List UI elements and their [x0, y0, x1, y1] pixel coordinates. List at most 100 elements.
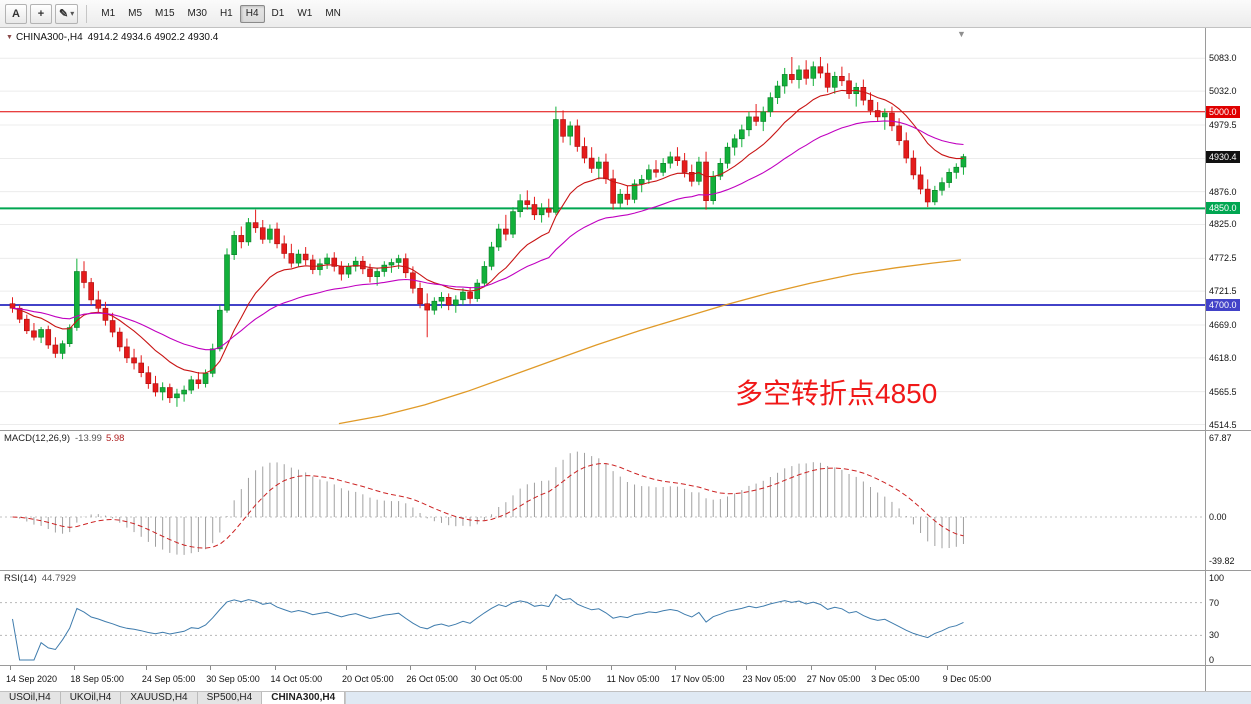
- candle: [846, 80, 852, 94]
- rsi-canvas[interactable]: [0, 571, 1205, 665]
- price-axis[interactable]: 5083.05032.04979.54927.54876.04825.04772…: [1205, 28, 1251, 430]
- candle: [810, 66, 817, 79]
- macd-signal-value: 5.98: [105, 433, 125, 444]
- candle: [95, 299, 102, 309]
- rsi-name: RSI(14): [4, 573, 37, 584]
- candle: [781, 74, 788, 87]
- price-line-badge-4850: 4850.0: [1206, 202, 1240, 215]
- candle: [495, 228, 502, 248]
- candle: [817, 66, 824, 74]
- candle: [867, 99, 874, 111]
- candle: [438, 296, 445, 302]
- candle: [9, 303, 16, 309]
- candle: [688, 172, 695, 182]
- time-tick: [810, 666, 812, 670]
- current-price-badge: 4930.4: [1206, 150, 1240, 163]
- candle: [924, 188, 931, 203]
- draw-tools-dropdown-button[interactable]: ✎ ▾: [55, 3, 79, 24]
- macd-canvas[interactable]: [0, 431, 1205, 570]
- timeframe-m1[interactable]: M1: [101, 8, 116, 19]
- candle: [131, 357, 137, 364]
- candle: [560, 119, 566, 137]
- candle: [331, 257, 338, 267]
- candle: [31, 330, 37, 338]
- chart-tab-usoil[interactable]: USOil,H4: [0, 692, 61, 704]
- chart-shift-marker[interactable]: ▼: [957, 29, 966, 39]
- time-axis-label: 30 Sep 05:00: [206, 674, 260, 684]
- time-tick: [74, 666, 76, 670]
- candle: [302, 253, 309, 261]
- crosshair-tool-button[interactable]: +: [30, 3, 52, 24]
- rsi-pane: RSI(14) 44.7929 100 70 30 0: [0, 570, 1251, 665]
- axis-label: 30: [1209, 630, 1220, 641]
- candle: [910, 157, 917, 176]
- candle: [124, 346, 130, 359]
- main-chart-pane: ▼ CHINA300-,H4 4914.2 4934.6 4902.2 4930.4…: [0, 28, 1251, 430]
- axis-label: 4669.0: [1209, 319, 1237, 330]
- axis-label: 4876.0: [1209, 186, 1237, 197]
- time-tick: [346, 666, 348, 670]
- candle: [839, 75, 845, 82]
- timeframe-h1[interactable]: H1: [219, 8, 233, 19]
- candle: [488, 246, 495, 267]
- time-tick: [10, 666, 11, 670]
- candle: [288, 253, 295, 264]
- symbol-label: CHINA300-,H4: [15, 32, 83, 43]
- axis-label: 5032.0: [1209, 86, 1237, 97]
- candle: [395, 258, 402, 263]
- rsi-axis[interactable]: 100 70 30 0: [1205, 571, 1251, 665]
- time-tick: [546, 666, 548, 670]
- timeframe-m30[interactable]: M30: [187, 8, 207, 19]
- crosshair-icon: +: [37, 7, 45, 20]
- candle: [274, 228, 280, 245]
- chart-tab-xauusd[interactable]: XAUUSD,H4: [121, 692, 198, 704]
- timeframe-w1[interactable]: W1: [297, 8, 313, 19]
- candle: [574, 125, 581, 147]
- text-tool-button[interactable]: A: [5, 3, 27, 24]
- time-tick: [746, 666, 748, 670]
- candle: [167, 387, 173, 399]
- chart-canvas[interactable]: [0, 28, 1205, 430]
- timeframe-m5[interactable]: M5: [128, 8, 143, 19]
- axis-label: -39.82: [1209, 556, 1235, 566]
- candle: [16, 307, 23, 320]
- candle: [367, 268, 373, 277]
- chart-tab-china300[interactable]: CHINA300,H4: [262, 692, 346, 704]
- timeframe-d1[interactable]: D1: [271, 8, 285, 19]
- chart-tab-sp500[interactable]: SP500,H4: [197, 692, 263, 704]
- time-axis-label: 24 Sep 05:00: [141, 674, 196, 684]
- candle: [731, 138, 738, 148]
- ma-slow-line: [338, 259, 962, 425]
- timeframe-m15[interactable]: M15: [155, 8, 175, 19]
- candle: [653, 169, 659, 173]
- candle: [953, 166, 960, 173]
- candle: [188, 379, 195, 391]
- macd-axis[interactable]: 67.87 0.00 -39.82: [1205, 431, 1251, 570]
- annotation-text[interactable]: 多空转折点4850: [735, 378, 938, 409]
- candle: [681, 160, 688, 173]
- chart-title: ▼ CHINA300-,H4 4914.2 4934.6 4902.2 4930.4: [6, 32, 218, 43]
- candle: [402, 258, 409, 274]
- timeframe-mn[interactable]: MN: [325, 8, 341, 19]
- candle: [238, 235, 245, 243]
- time-axis[interactable]: 14 Sep 2020 18 Sep 05:00 24 Sep 05:00 30 Se…: [0, 665, 1251, 691]
- time-tick: [274, 666, 276, 670]
- pencil-icon: ✎: [59, 8, 69, 20]
- candle: [195, 379, 202, 384]
- macd-main-value: -13.99: [75, 433, 102, 444]
- time-axis-label: 3 Dec 05:00: [871, 674, 920, 684]
- ma-fast-line: [12, 89, 964, 374]
- ma-mid-line: [12, 120, 964, 351]
- time-tick: [610, 666, 612, 670]
- timeframe-h4[interactable]: H4: [239, 4, 265, 23]
- candle: [939, 182, 945, 191]
- candle: [545, 208, 552, 213]
- candle: [460, 291, 466, 301]
- candle: [481, 266, 488, 284]
- rsi-value: 44.7929: [41, 573, 77, 584]
- macd-signal-line: [12, 463, 964, 549]
- axis-label: 67.87: [1209, 432, 1232, 443]
- candle: [217, 309, 223, 350]
- chart-tab-ukoil[interactable]: UKOil,H4: [60, 692, 122, 704]
